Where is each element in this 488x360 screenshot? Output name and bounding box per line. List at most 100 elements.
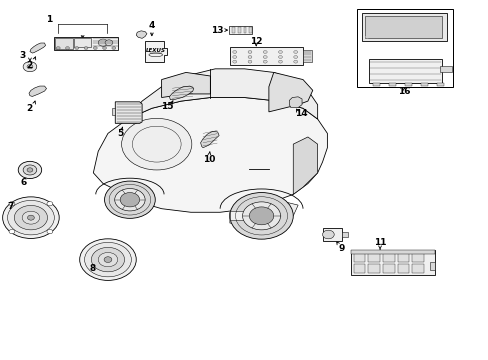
Circle shape (322, 230, 333, 239)
Text: 2: 2 (26, 104, 32, 113)
Circle shape (18, 161, 41, 179)
Circle shape (84, 46, 88, 49)
Circle shape (122, 118, 191, 170)
Circle shape (263, 55, 266, 58)
Text: 11: 11 (373, 238, 386, 247)
Polygon shape (420, 83, 427, 86)
Polygon shape (382, 264, 394, 273)
Circle shape (120, 193, 140, 207)
Circle shape (247, 50, 251, 53)
Circle shape (47, 229, 53, 234)
Circle shape (22, 211, 40, 224)
Circle shape (242, 202, 280, 230)
Polygon shape (353, 253, 365, 262)
Circle shape (7, 201, 54, 235)
Circle shape (115, 189, 145, 211)
Text: 10: 10 (203, 155, 215, 164)
Circle shape (98, 252, 118, 267)
Polygon shape (249, 27, 252, 33)
Circle shape (80, 239, 136, 280)
Text: 16: 16 (397, 86, 410, 95)
Circle shape (93, 46, 97, 49)
Text: 4: 4 (148, 21, 155, 30)
Circle shape (27, 168, 33, 172)
Text: 1: 1 (46, 15, 53, 24)
Polygon shape (303, 50, 311, 62)
Text: 14: 14 (294, 109, 307, 118)
Polygon shape (388, 83, 395, 86)
Circle shape (278, 60, 282, 63)
Polygon shape (29, 86, 46, 96)
Polygon shape (429, 262, 434, 270)
Circle shape (105, 40, 113, 45)
Polygon shape (361, 13, 446, 41)
Polygon shape (243, 27, 246, 33)
Circle shape (47, 202, 53, 206)
Polygon shape (54, 37, 118, 50)
Circle shape (9, 229, 15, 234)
Polygon shape (231, 27, 234, 33)
Polygon shape (55, 38, 73, 49)
Polygon shape (289, 97, 302, 108)
Polygon shape (405, 83, 411, 86)
Text: 9: 9 (338, 244, 345, 253)
Polygon shape (367, 264, 379, 273)
Circle shape (104, 257, 112, 262)
Text: 7: 7 (7, 202, 14, 211)
Polygon shape (268, 72, 312, 112)
Circle shape (23, 62, 37, 72)
Polygon shape (439, 66, 451, 72)
Polygon shape (397, 264, 408, 273)
Circle shape (293, 60, 297, 63)
Polygon shape (350, 250, 434, 253)
Circle shape (75, 46, 79, 49)
Text: 3: 3 (20, 51, 26, 60)
Polygon shape (228, 26, 252, 35)
Text: 2: 2 (26, 61, 32, 70)
Circle shape (104, 181, 155, 219)
Text: 5: 5 (117, 129, 123, 138)
Circle shape (102, 46, 106, 49)
Polygon shape (200, 131, 219, 148)
Polygon shape (397, 253, 408, 262)
Polygon shape (237, 27, 240, 33)
Polygon shape (372, 83, 379, 86)
Polygon shape (112, 108, 115, 116)
Polygon shape (74, 38, 91, 46)
Polygon shape (93, 98, 327, 212)
Polygon shape (382, 253, 394, 262)
Bar (229, 211, 264, 220)
Circle shape (65, 46, 69, 49)
Polygon shape (322, 228, 341, 241)
Polygon shape (161, 72, 210, 98)
Circle shape (9, 202, 15, 206)
Circle shape (249, 207, 273, 225)
Circle shape (84, 242, 131, 277)
Polygon shape (145, 41, 167, 62)
Circle shape (263, 50, 266, 53)
Circle shape (293, 50, 297, 53)
Circle shape (278, 50, 282, 53)
Circle shape (365, 36, 368, 39)
Polygon shape (341, 232, 347, 237)
Circle shape (247, 55, 251, 58)
Circle shape (27, 64, 33, 69)
Polygon shape (136, 31, 147, 39)
Circle shape (27, 215, 34, 220)
Circle shape (56, 46, 60, 49)
Circle shape (2, 197, 59, 238)
Text: 12: 12 (249, 37, 262, 46)
Polygon shape (411, 264, 423, 273)
Circle shape (247, 60, 251, 63)
Circle shape (91, 247, 124, 272)
Text: 6: 6 (21, 178, 27, 187)
Polygon shape (127, 69, 317, 119)
Circle shape (98, 39, 108, 46)
Polygon shape (353, 264, 365, 273)
Circle shape (112, 46, 116, 49)
Polygon shape (293, 137, 317, 194)
Polygon shape (115, 102, 142, 123)
Circle shape (232, 60, 236, 63)
Text: LEXUS: LEXUS (145, 48, 165, 53)
Polygon shape (30, 43, 45, 53)
